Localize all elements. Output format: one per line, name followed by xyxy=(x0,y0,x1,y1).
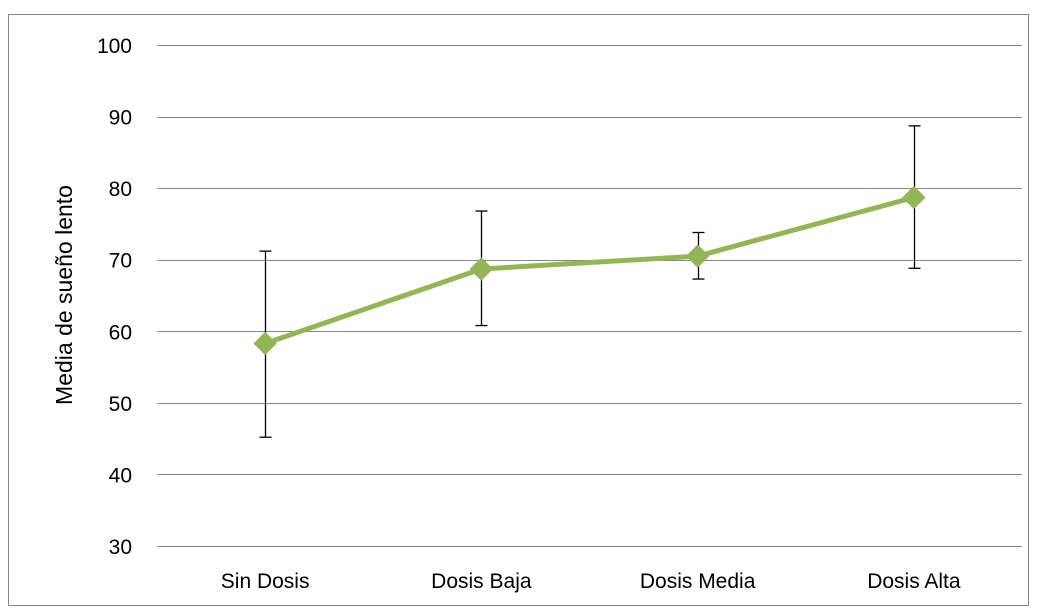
y-tick-label: 90 xyxy=(109,107,132,130)
data-point-marker xyxy=(902,185,926,210)
y-tick-label: 100 xyxy=(97,35,132,58)
x-axis-tick-labels: Sin Dosis Dosis Baja Dosis Media Dosis Alta xyxy=(221,570,961,593)
y-axis-tick-labels: 30 40 50 60 70 80 90 100 xyxy=(97,35,132,559)
y-tick-label: 40 xyxy=(109,464,132,487)
series-line-group xyxy=(262,194,917,346)
y-tick-label: 60 xyxy=(109,321,132,344)
data-point-marker xyxy=(685,244,710,268)
y-tick-label: 50 xyxy=(109,393,132,416)
chart-area-border xyxy=(8,14,1029,606)
x-tick-label: Dosis Baja xyxy=(431,570,532,593)
series-line xyxy=(262,194,917,346)
data-point-marker xyxy=(469,257,494,281)
y-tick-label: 30 xyxy=(109,536,132,559)
data-point-marker xyxy=(253,331,277,356)
x-tick-label: Dosis Alta xyxy=(867,570,961,593)
y-tick-label: 80 xyxy=(109,178,132,201)
x-tick-label: Dosis Media xyxy=(640,570,756,593)
x-tick-label: Sin Dosis xyxy=(221,570,310,593)
y-axis-label: Media de sueño lento xyxy=(51,185,77,405)
y-tick-label: 70 xyxy=(109,250,132,273)
series-markers xyxy=(253,185,926,356)
